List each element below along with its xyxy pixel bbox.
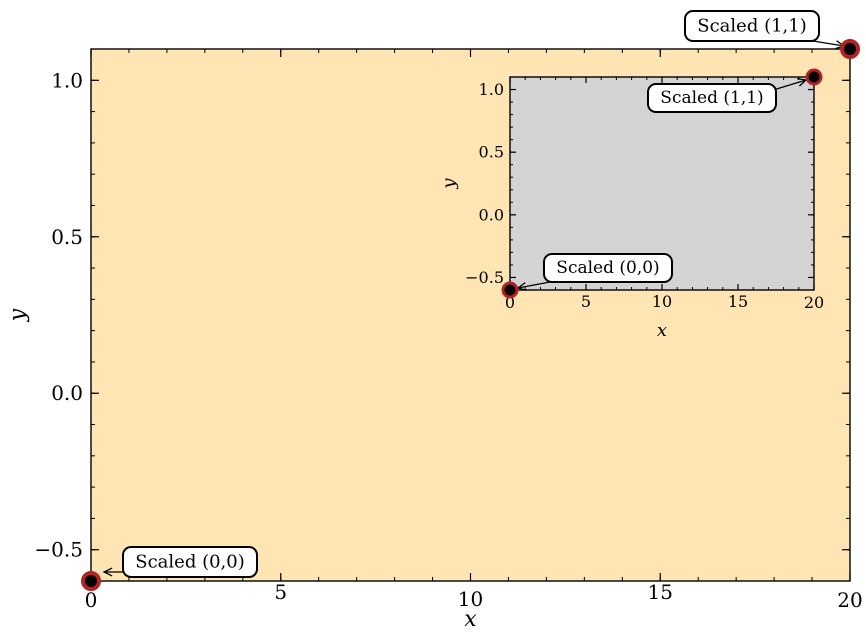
inset-y-axis-label: y xyxy=(439,178,460,190)
inset-x-tick-label: 15 xyxy=(728,292,748,311)
inset-data-point xyxy=(805,68,823,86)
main-x-axis-label: x xyxy=(464,607,477,632)
inset-x-tick-label: 0 xyxy=(505,293,515,312)
inset-y-tick-label: 0.5 xyxy=(479,143,504,162)
inset-annotation-label: Scaled (1,1) xyxy=(660,88,763,108)
main-y-tick-label: 0.0 xyxy=(51,381,83,405)
inset-annotation-box xyxy=(543,253,673,283)
main-x-tick-label: 20 xyxy=(837,588,862,612)
inset-x-axis-label: x xyxy=(657,320,667,341)
main-y-tick-label: −0.5 xyxy=(34,538,83,562)
main-x-tick-label: 0 xyxy=(85,588,98,612)
inset-y-tick-label: 0.0 xyxy=(479,205,504,224)
inset-annotation-arrow xyxy=(517,281,551,289)
main-annotation-arrowhead xyxy=(102,567,113,577)
inset-annotation-arrowhead xyxy=(797,77,808,87)
inset-x-tick-label: 20 xyxy=(804,293,824,312)
main-data-point xyxy=(840,39,860,59)
inset-annotation-box xyxy=(647,83,777,113)
inset-frame xyxy=(509,76,815,291)
inset-x-tick-label: 5 xyxy=(581,292,591,311)
main-y-tick-label: 0.5 xyxy=(51,225,83,249)
main-annotation-box xyxy=(684,10,820,42)
main-x-tick-label: 10 xyxy=(458,587,483,611)
main-x-tick-label: 5 xyxy=(274,580,287,604)
main-annotation-label: Scaled (0,0) xyxy=(135,552,244,573)
main-x-tick-label: 15 xyxy=(648,580,673,604)
inset-annotation-label: Scaled (0,0) xyxy=(556,258,659,278)
main-annotation-box xyxy=(122,546,258,578)
main-data-point xyxy=(81,571,101,591)
inset-y-tick-label: 1.0 xyxy=(479,80,504,99)
inset-x-tick-label: 10 xyxy=(652,292,672,311)
main-y-tick-label: 1.0 xyxy=(51,68,83,92)
inset-data-point xyxy=(501,281,519,299)
main-y-axis-label: y xyxy=(6,308,31,322)
inset-y-tick-label: −0.5 xyxy=(465,268,504,287)
inset-axes: 0 5 10 15 20 −0.5 0.0 0.5 1.0 x y Scaled (0,0) Scale… xyxy=(439,68,824,341)
main-frame xyxy=(90,48,851,582)
main-annotation-label: Scaled (1,1) xyxy=(697,16,806,37)
main-annotation-arrow xyxy=(812,40,845,47)
